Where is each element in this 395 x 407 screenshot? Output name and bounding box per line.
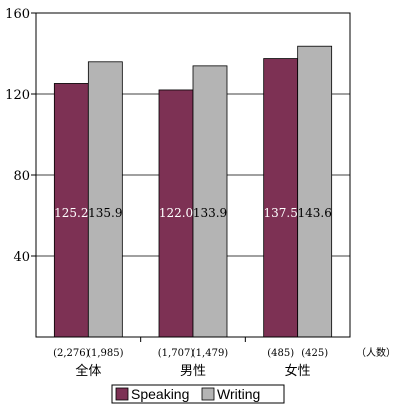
count-label: (1,479) bbox=[192, 348, 229, 359]
y-axis: 40 80 120 160 bbox=[5, 7, 36, 265]
y-tick-label: 160 bbox=[5, 7, 30, 22]
legend-swatch-speaking bbox=[115, 387, 129, 401]
bar-writing-0 bbox=[87, 61, 123, 338]
bar-speaking-0 bbox=[53, 83, 89, 338]
legend: Speaking Writing bbox=[111, 384, 285, 404]
x-axis: (2,276)(1,985) 全体 (1,707)(1,479) 男性 (485) (42… bbox=[53, 337, 328, 379]
count-label: (1,985) bbox=[87, 348, 124, 359]
count-label: (1,707) bbox=[158, 348, 195, 359]
value-label-speaking-2: 137.5 bbox=[263, 206, 297, 220]
count-label: (425) bbox=[301, 348, 328, 359]
y-tick-label: 40 bbox=[13, 250, 30, 265]
y-tick-label: 80 bbox=[13, 169, 30, 184]
count-label: (2,276) bbox=[53, 348, 90, 359]
legend-label-speaking: Speaking bbox=[131, 386, 189, 402]
category-label: 女性 bbox=[285, 363, 311, 379]
bar-writing-1 bbox=[192, 65, 228, 338]
value-label-writing-0: 135.9 bbox=[88, 206, 122, 220]
legend-label-writing: Writing bbox=[217, 386, 260, 402]
value-label-speaking-0: 125.2 bbox=[54, 206, 88, 220]
value-labels: 125.2 135.9 122.0 133.9 137.5 143.6 bbox=[54, 206, 332, 220]
count-unit-label: （人数） bbox=[356, 346, 395, 359]
y-tick-label: 120 bbox=[5, 88, 30, 103]
category-label: 全体 bbox=[75, 363, 101, 379]
legend-box bbox=[111, 384, 285, 404]
legend-swatch-writing bbox=[201, 387, 215, 401]
bars bbox=[53, 45, 333, 338]
category-label: 男性 bbox=[180, 364, 206, 379]
value-label-speaking-1: 122.0 bbox=[159, 206, 193, 220]
value-label-writing-1: 133.9 bbox=[193, 206, 227, 220]
value-label-writing-2: 143.6 bbox=[297, 206, 331, 220]
count-label: (485) bbox=[267, 348, 294, 359]
bar-writing-2 bbox=[297, 45, 333, 338]
bar-speaking-2 bbox=[263, 58, 299, 338]
